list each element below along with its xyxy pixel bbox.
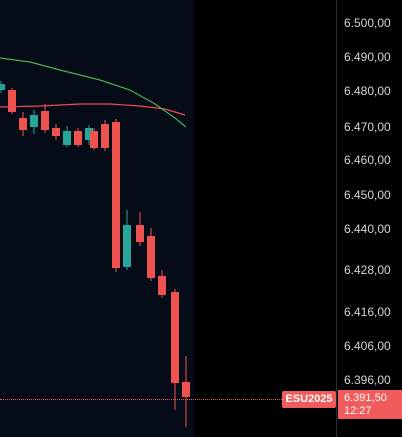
price-tick: 6.440,00 — [344, 222, 391, 236]
candle-body — [182, 382, 190, 397]
price-tick: 6.490,00 — [344, 50, 391, 64]
moving-average-fast — [0, 103, 186, 116]
last-price-label: 6.391,50 12:27 — [338, 390, 402, 419]
price-tick: 6.428,00 — [344, 263, 391, 277]
bar-countdown: 12:27 — [344, 405, 372, 417]
candlestick-plot — [0, 57, 190, 427]
price-plot-area[interactable] — [0, 0, 194, 437]
candle-body — [41, 111, 49, 130]
moving-average-slow — [0, 57, 187, 128]
price-tick: 6.480,00 — [344, 84, 391, 98]
candle-body — [8, 90, 16, 112]
price-tick: 6.416,00 — [344, 305, 391, 319]
candle-body — [171, 292, 179, 383]
candle-body — [30, 115, 38, 127]
candle-body — [85, 128, 93, 140]
last-price-line — [0, 399, 336, 400]
price-tick: 6.450,00 — [344, 188, 391, 202]
symbol-label: ESU2025 — [282, 391, 336, 408]
price-tick: 6.396,00 — [344, 373, 391, 387]
candle-body — [112, 122, 120, 268]
candle-body — [19, 118, 27, 130]
candle-body — [147, 236, 155, 278]
candle-body — [136, 225, 144, 242]
candle-body — [0, 84, 5, 90]
candle-body — [101, 124, 109, 148]
candle-body — [74, 131, 82, 145]
last-price-value: 6.391,50 — [344, 392, 387, 404]
candle-body — [52, 128, 60, 136]
price-tick: 6.500,00 — [344, 16, 391, 30]
price-tick: 6.460,00 — [344, 153, 391, 167]
price-tick: 6.470,00 — [344, 120, 391, 134]
candle-body — [123, 225, 131, 267]
candle-body — [158, 276, 166, 295]
price-axis[interactable]: 6.500,00 6.490,00 6.480,00 6.470,00 6.46… — [336, 0, 402, 437]
candle-body — [63, 131, 71, 145]
future-space — [194, 0, 336, 437]
candle-body — [90, 131, 98, 148]
price-tick: 6.406,00 — [344, 339, 391, 353]
